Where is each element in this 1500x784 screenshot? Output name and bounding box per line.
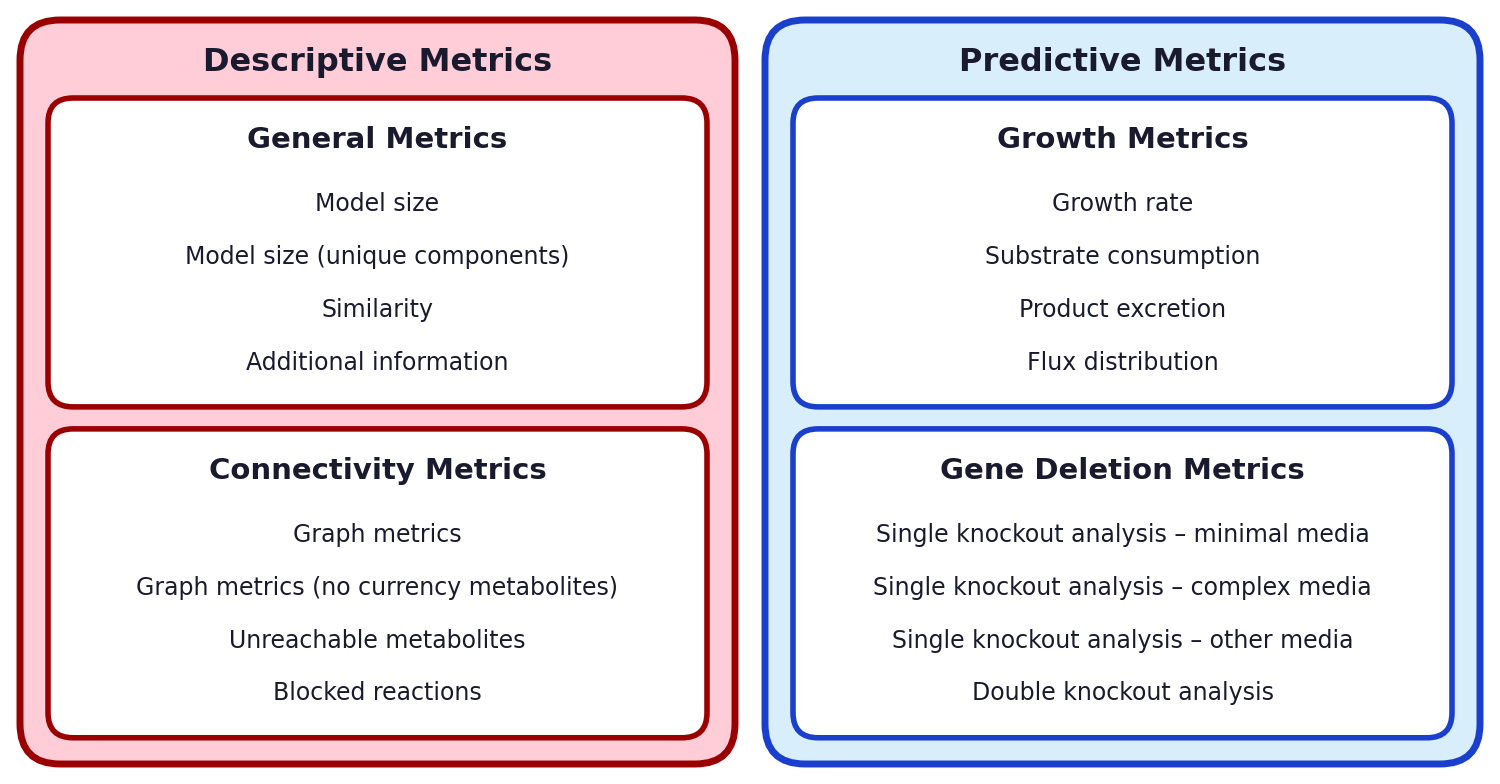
FancyBboxPatch shape <box>48 429 706 738</box>
FancyBboxPatch shape <box>20 20 735 764</box>
Text: Double knockout analysis: Double knockout analysis <box>972 681 1274 706</box>
Text: Model size (unique components): Model size (unique components) <box>186 245 570 269</box>
Text: Single knockout analysis – minimal media: Single knockout analysis – minimal media <box>876 523 1370 547</box>
Text: Descriptive Metrics: Descriptive Metrics <box>202 46 552 78</box>
Text: Unreachable metabolites: Unreachable metabolites <box>230 629 525 652</box>
FancyBboxPatch shape <box>794 429 1452 738</box>
Text: Graph metrics (no currency metabolites): Graph metrics (no currency metabolites) <box>136 576 618 600</box>
FancyBboxPatch shape <box>765 20 1480 764</box>
Text: Substrate consumption: Substrate consumption <box>986 245 1260 269</box>
Text: Similarity: Similarity <box>321 298 434 321</box>
Text: General Metrics: General Metrics <box>248 126 507 154</box>
Text: Predictive Metrics: Predictive Metrics <box>958 46 1286 78</box>
Text: Blocked reactions: Blocked reactions <box>273 681 482 706</box>
Text: Model size: Model size <box>315 192 440 216</box>
Text: Single knockout analysis – other media: Single knockout analysis – other media <box>891 629 1353 652</box>
Text: Growth rate: Growth rate <box>1052 192 1192 216</box>
Text: Single knockout analysis – complex media: Single knockout analysis – complex media <box>873 576 1372 600</box>
Text: Growth Metrics: Growth Metrics <box>996 126 1248 154</box>
Text: Graph metrics: Graph metrics <box>292 523 462 547</box>
Text: Connectivity Metrics: Connectivity Metrics <box>209 457 546 485</box>
Text: Flux distribution: Flux distribution <box>1026 350 1218 375</box>
FancyBboxPatch shape <box>48 98 706 407</box>
Text: Additional information: Additional information <box>246 350 508 375</box>
Text: Gene Deletion Metrics: Gene Deletion Metrics <box>940 457 1305 485</box>
Text: Product excretion: Product excretion <box>1019 298 1226 321</box>
FancyBboxPatch shape <box>794 98 1452 407</box>
